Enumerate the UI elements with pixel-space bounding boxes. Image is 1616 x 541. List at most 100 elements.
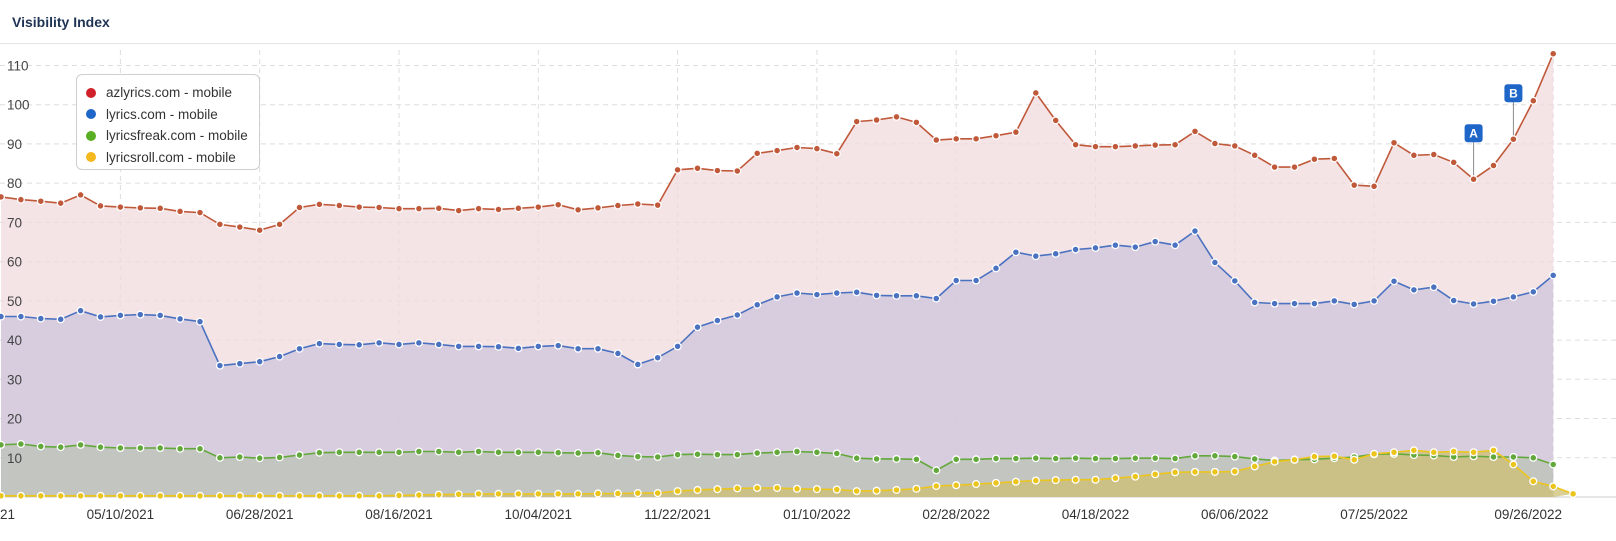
data-point-3	[1171, 468, 1180, 477]
data-point-1	[1031, 252, 1040, 261]
data-point-2	[96, 443, 105, 452]
data-point-2	[215, 453, 224, 462]
data-point-2	[753, 449, 762, 458]
data-point-0	[1190, 127, 1200, 136]
data-point-0	[653, 201, 662, 210]
data-point-1	[753, 300, 762, 309]
data-point-2	[56, 443, 65, 452]
data-point-2	[375, 448, 384, 457]
data-point-0	[474, 204, 483, 213]
data-point-0	[1230, 141, 1239, 150]
legend-item-2[interactable]: lyricsfreak.com - mobile	[86, 125, 259, 147]
data-point-3	[335, 491, 344, 500]
data-point-0	[852, 117, 861, 126]
legend-item-3[interactable]: lyricsroll.com - mobile	[86, 147, 259, 169]
data-point-3	[375, 491, 384, 500]
data-point-3	[434, 490, 443, 499]
data-point-1	[295, 344, 304, 353]
data-point-0	[136, 203, 145, 212]
data-point-2	[235, 452, 244, 462]
x-tick-label: 05/10/2021	[87, 507, 155, 522]
data-point-3	[136, 491, 145, 500]
data-point-1	[215, 361, 224, 370]
data-point-3	[534, 489, 543, 498]
data-point-3	[673, 487, 682, 496]
data-point-0	[554, 200, 563, 209]
data-point-3	[1469, 448, 1478, 457]
data-point-1	[1171, 241, 1180, 250]
data-point-3	[1569, 489, 1578, 498]
data-point-3	[1489, 446, 1498, 455]
data-point-3	[633, 489, 642, 498]
x-tick-label: 21	[0, 507, 15, 522]
data-point-0	[1031, 88, 1040, 97]
data-point-1	[1489, 297, 1498, 306]
annotation-flag[interactable]	[1464, 124, 1483, 143]
data-point-2	[195, 444, 205, 453]
data-point-3	[414, 490, 423, 500]
data-point-1	[1549, 271, 1558, 280]
data-point-1	[773, 292, 782, 301]
data-point-0	[1310, 155, 1319, 164]
data-point-3	[275, 491, 284, 500]
legend-label: lyricsroll.com - mobile	[106, 149, 236, 165]
data-point-3	[56, 491, 65, 500]
x-tick-label: 07/25/2022	[1340, 507, 1408, 522]
data-point-3	[912, 484, 921, 493]
data-point-3	[195, 491, 205, 500]
data-point-2	[514, 448, 523, 457]
data-point-0	[375, 203, 384, 212]
y-tick-label: 50	[7, 294, 22, 309]
data-point-2	[832, 449, 841, 458]
data-point-2	[932, 466, 941, 475]
data-point-2	[1151, 454, 1160, 463]
legend-dot-icon	[86, 87, 96, 98]
data-point-2	[454, 448, 463, 457]
data-point-2	[1250, 454, 1259, 463]
data-point-3	[1151, 470, 1160, 479]
data-point-3	[991, 478, 1001, 487]
data-point-2	[633, 452, 642, 461]
data-point-0	[1270, 163, 1279, 172]
data-point-2	[434, 447, 443, 456]
data-point-3	[1230, 467, 1239, 476]
data-point-2	[16, 439, 25, 449]
event-annotations[interactable]: AB	[1464, 84, 1523, 176]
data-point-2	[295, 450, 304, 460]
data-point-0	[1051, 116, 1060, 125]
data-point-3	[892, 485, 901, 494]
legend-item-0[interactable]: azlyrics.com - mobile	[86, 82, 259, 104]
data-point-0	[56, 199, 65, 208]
data-point-2	[534, 448, 543, 457]
data-point-1	[613, 349, 622, 358]
data-point-1	[454, 342, 463, 351]
data-point-1	[832, 288, 841, 298]
data-point-2	[574, 449, 583, 458]
data-point-3	[852, 487, 861, 496]
data-point-1	[1330, 296, 1339, 305]
data-point-1	[36, 314, 45, 323]
data-point-1	[235, 359, 244, 368]
data-point-3	[1190, 467, 1200, 476]
data-point-1	[693, 323, 702, 332]
data-point-0	[733, 166, 742, 176]
data-point-1	[574, 344, 583, 353]
series-points	[0, 49, 1578, 500]
x-tick-label: 02/28/2022	[922, 507, 990, 522]
data-point-3	[1270, 457, 1279, 466]
data-point-0	[275, 220, 284, 229]
data-point-2	[812, 448, 821, 457]
annotation-flag[interactable]	[1504, 84, 1523, 103]
x-tick-label: 09/26/2022	[1494, 507, 1562, 522]
y-axis-labels: 10 20 30 40 50 60 70 80 90 100 110	[7, 58, 30, 465]
data-point-1	[892, 291, 901, 300]
legend-item-1[interactable]: lyrics.com - mobile	[86, 104, 259, 126]
data-point-3	[156, 491, 165, 500]
data-point-0	[991, 131, 1001, 140]
data-point-1	[1449, 296, 1458, 305]
data-point-0	[792, 143, 802, 152]
data-point-0	[673, 165, 682, 174]
y-tick-label: 110	[7, 58, 29, 73]
data-point-0	[295, 203, 304, 212]
